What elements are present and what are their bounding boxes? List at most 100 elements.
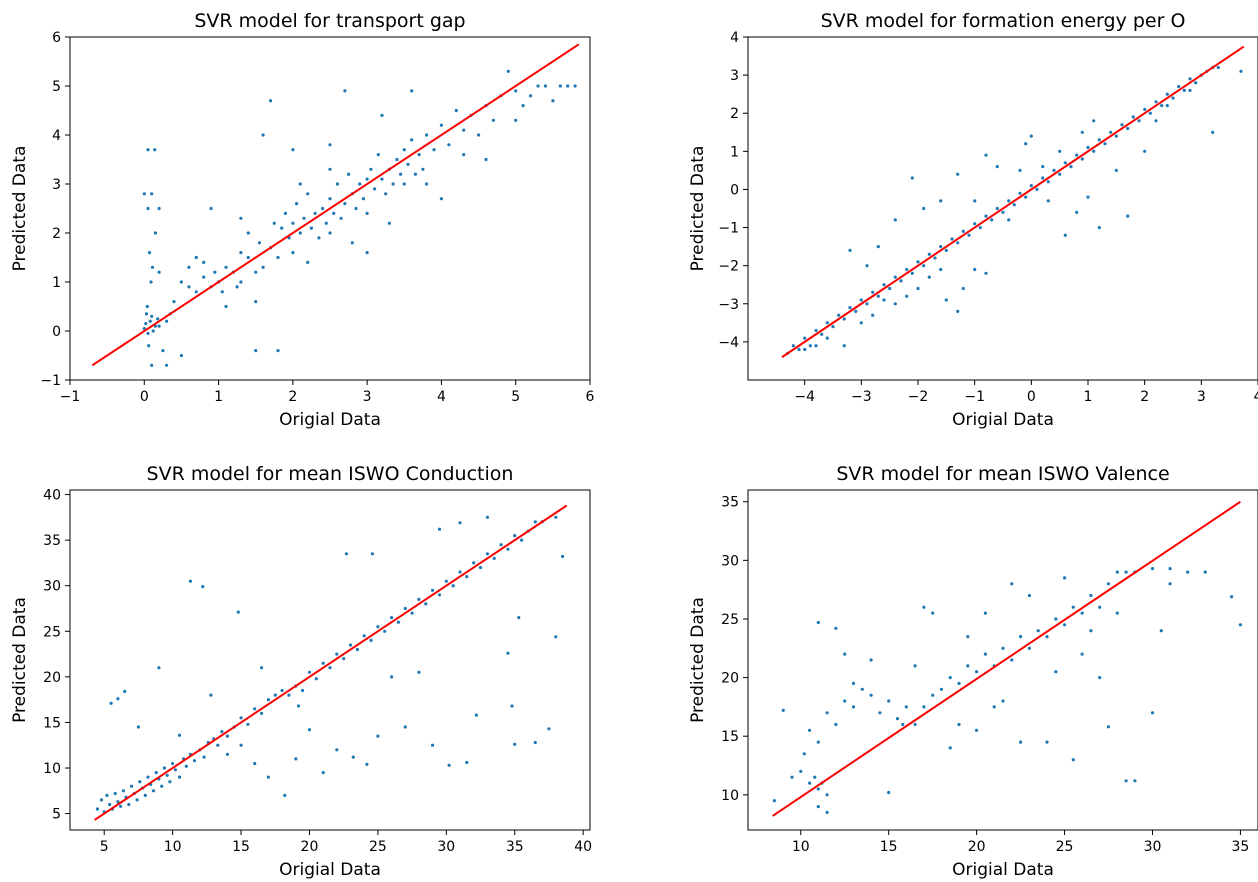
data-point: [1080, 611, 1084, 615]
y-tick-label: 15: [721, 729, 739, 745]
data-point: [931, 693, 935, 697]
scatter-series: [772, 567, 1242, 815]
data-point: [171, 761, 175, 766]
data-point: [1168, 567, 1172, 571]
data-point: [1188, 88, 1192, 92]
chart-title: SVR model for mean ISWO Conduction: [147, 463, 514, 485]
y-tick-label: 4: [52, 128, 61, 144]
data-point: [437, 593, 442, 597]
data-point: [160, 784, 164, 788]
data-point: [402, 148, 406, 152]
data-point: [291, 221, 295, 225]
data-point: [127, 802, 131, 807]
data-point: [1137, 119, 1141, 123]
data-point: [220, 290, 224, 294]
data-point: [165, 363, 169, 367]
data-point: [144, 322, 148, 326]
data-point: [893, 218, 897, 222]
data-point: [558, 84, 562, 88]
y-tick-label: 2: [730, 106, 739, 122]
data-point: [803, 347, 807, 352]
data-point: [113, 791, 117, 796]
x-tick-label: 35: [1231, 839, 1249, 855]
data-point: [130, 784, 134, 788]
data-point: [882, 283, 886, 287]
data-point: [860, 687, 864, 691]
data-point: [465, 760, 469, 765]
data-point: [148, 319, 152, 323]
data-point: [295, 202, 299, 206]
data-point: [905, 294, 909, 298]
identity-line: [94, 504, 568, 821]
data-point: [533, 520, 537, 524]
data-point: [1080, 652, 1084, 656]
data-point: [837, 313, 841, 317]
data-point: [851, 705, 856, 709]
data-point: [1024, 195, 1028, 199]
data-point: [825, 336, 829, 340]
data-point: [529, 94, 533, 98]
data-point: [973, 267, 977, 272]
data-point: [922, 705, 926, 709]
data-point: [165, 773, 169, 777]
x-tick-label: −4: [794, 389, 815, 405]
data-point: [933, 256, 937, 260]
data-point: [851, 681, 856, 686]
data-point: [1165, 92, 1169, 96]
data-point: [147, 344, 151, 348]
data-point: [447, 143, 451, 147]
data-point: [253, 761, 257, 766]
data-point: [179, 353, 183, 358]
data-point: [797, 347, 801, 352]
y-tick-label: 1: [52, 275, 61, 291]
data-point: [1239, 69, 1243, 73]
data-point: [280, 226, 284, 230]
data-point: [291, 251, 295, 255]
data-point: [816, 805, 820, 809]
data-point: [447, 763, 451, 767]
x-tick-label: −3: [851, 389, 872, 405]
data-point: [1092, 119, 1096, 123]
data-point: [328, 143, 332, 147]
data-point: [825, 810, 829, 815]
y-tick-label: 0: [730, 182, 739, 198]
data-point: [280, 688, 284, 693]
x-tick-label: 30: [1144, 839, 1162, 855]
data-point: [825, 321, 829, 325]
data-point: [239, 216, 243, 220]
y-tick-label: 6: [52, 30, 61, 46]
x-tick-label: −1: [964, 389, 985, 405]
data-point: [956, 241, 960, 245]
data-point: [869, 693, 873, 697]
data-point: [1080, 157, 1084, 161]
data-point: [246, 722, 250, 726]
data-point: [321, 661, 325, 665]
data-point: [119, 804, 123, 808]
data-point: [216, 743, 220, 747]
x-tick-label: −2: [908, 389, 929, 405]
data-point: [369, 167, 373, 171]
x-tick-label: 35: [506, 839, 524, 855]
data-point: [961, 229, 965, 233]
data-point: [950, 237, 954, 241]
data-point: [302, 216, 306, 220]
data-point: [1071, 605, 1075, 609]
data-point: [1018, 168, 1022, 172]
data-point: [187, 265, 191, 269]
data-point: [1092, 149, 1096, 153]
data-point: [975, 670, 979, 674]
x-tick-label: 6: [586, 389, 595, 405]
data-point: [876, 245, 880, 249]
data-point: [272, 221, 276, 225]
data-point: [402, 182, 406, 186]
data-point: [899, 279, 903, 283]
data-point: [390, 675, 394, 679]
data-point: [913, 722, 917, 727]
data-point: [173, 768, 177, 772]
data-point: [927, 275, 931, 279]
x-tick-label: 10: [792, 839, 810, 855]
data-point: [151, 329, 155, 333]
data-point: [179, 280, 183, 284]
data-point: [957, 722, 961, 727]
data-point: [376, 625, 380, 629]
